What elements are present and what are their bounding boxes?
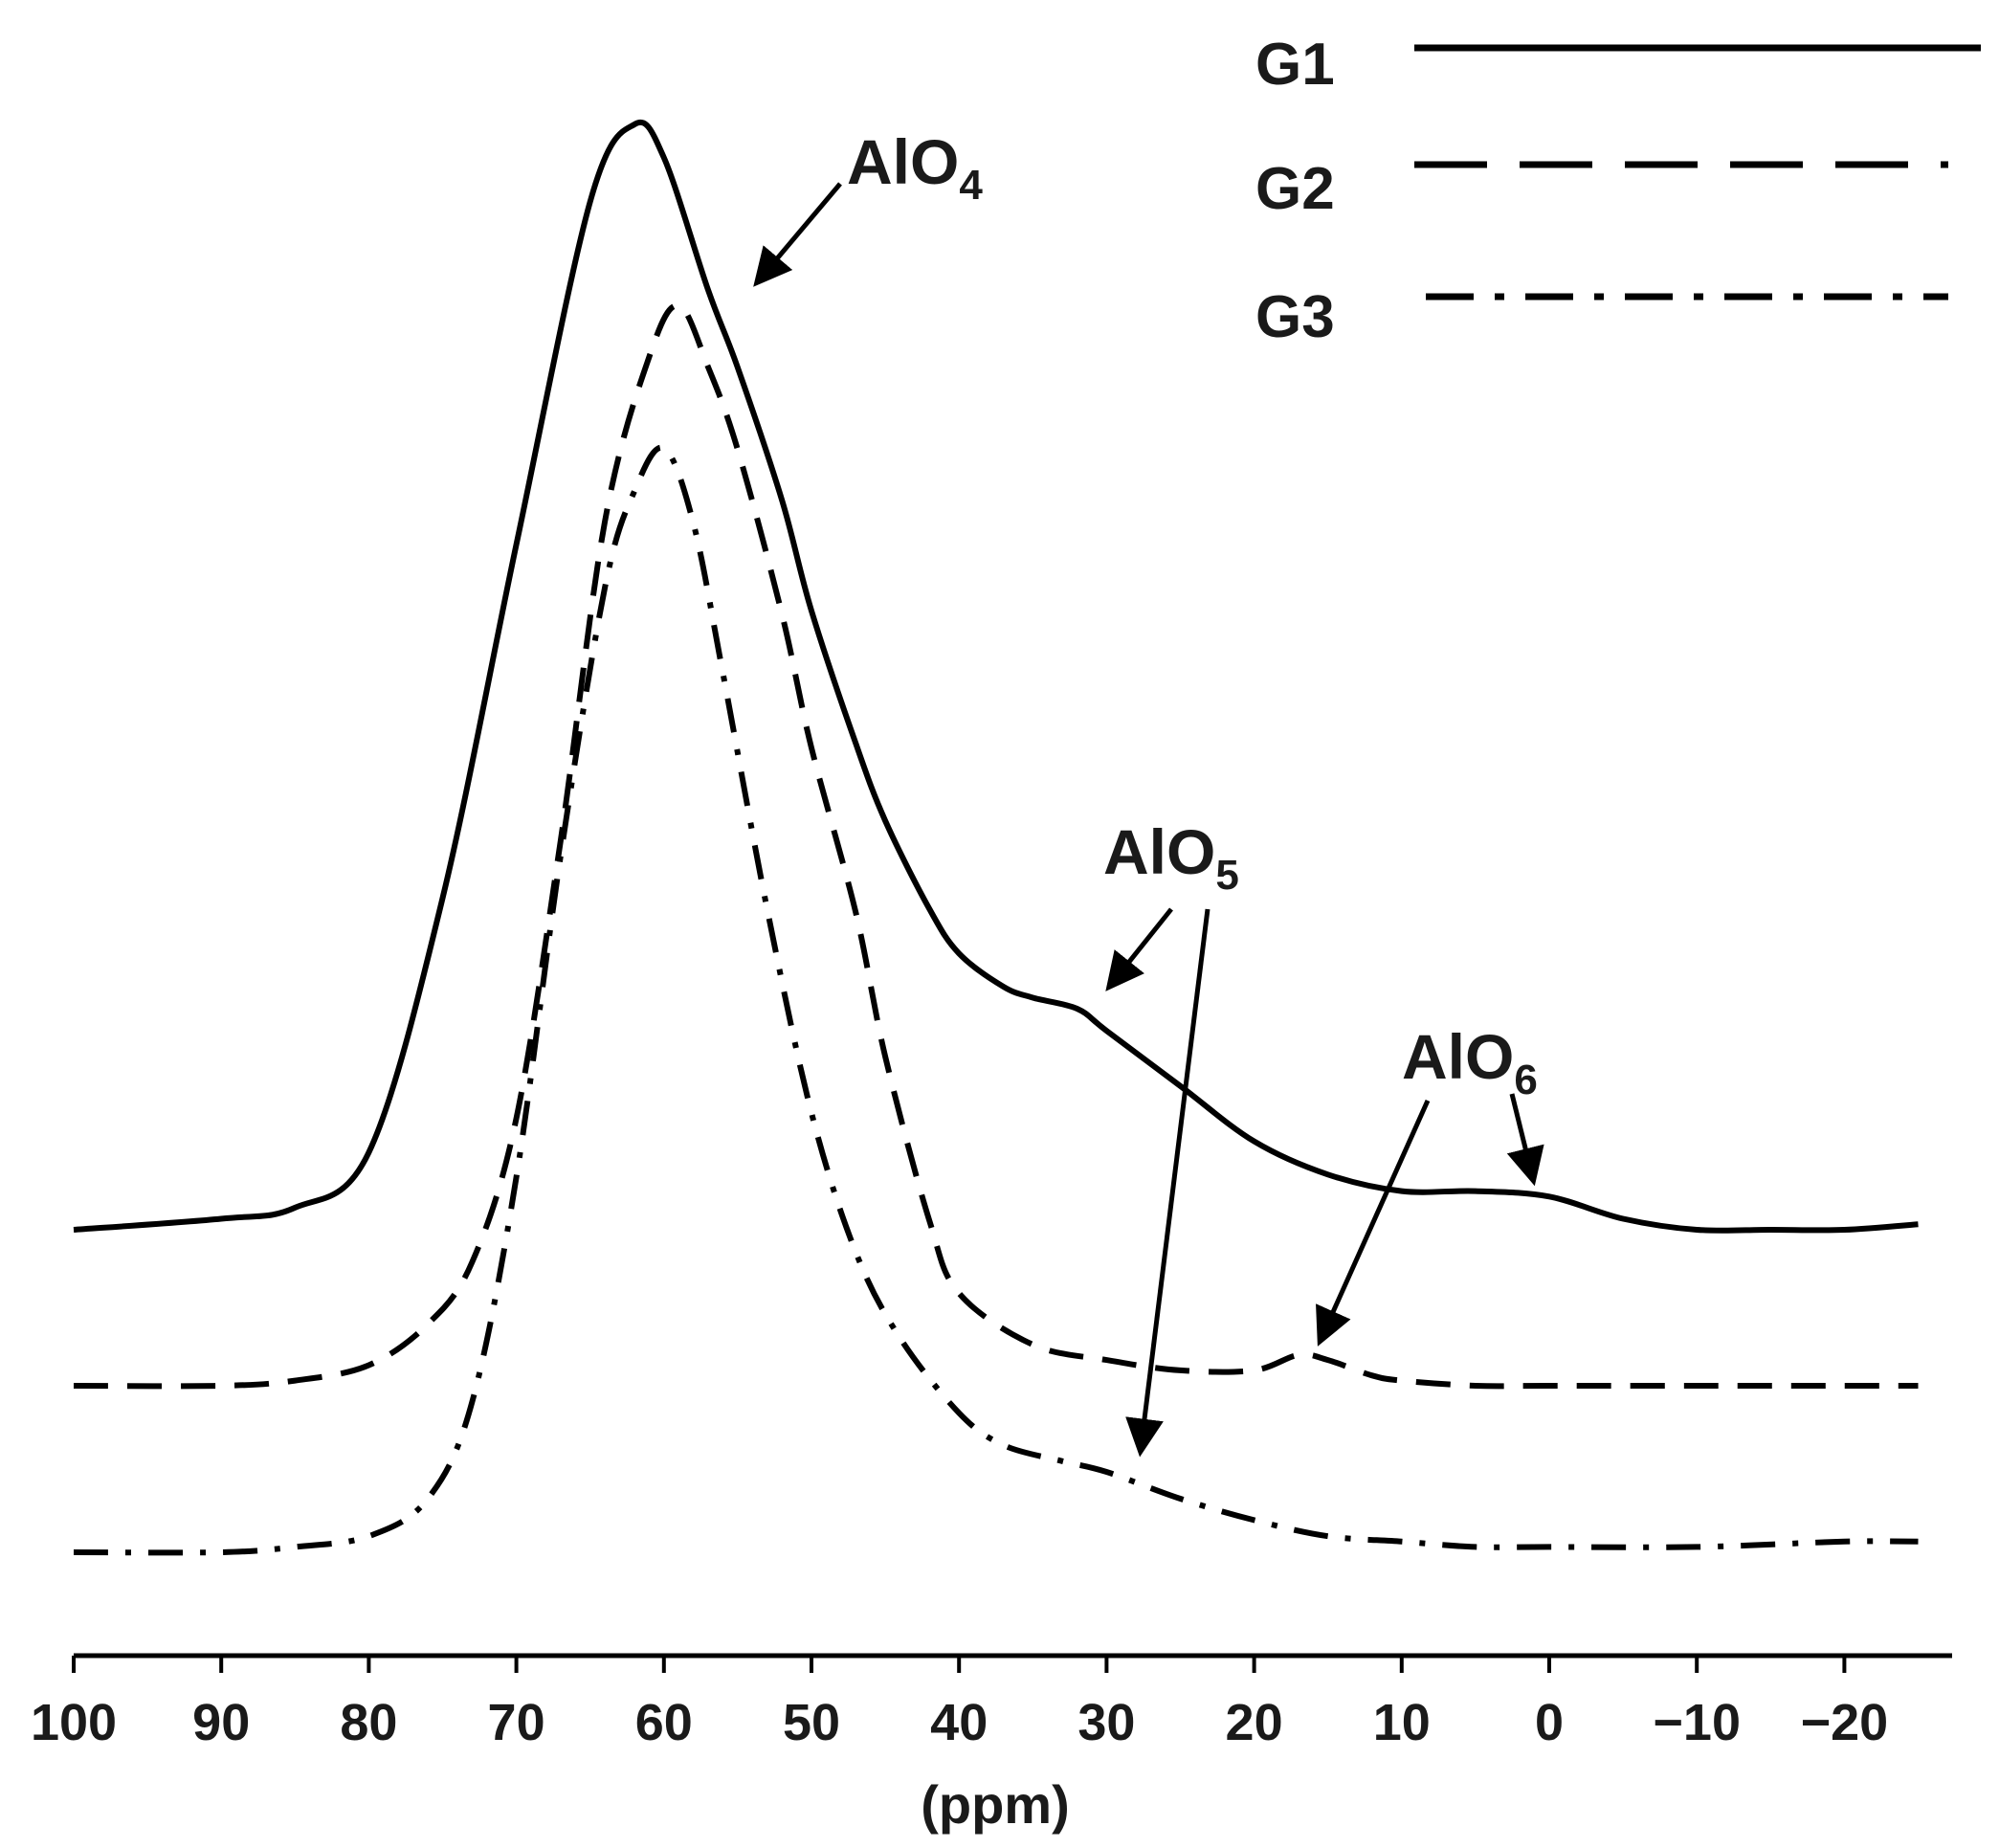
x-tick-label-6: 40 bbox=[930, 1694, 988, 1751]
x-tick-label-9: 10 bbox=[1373, 1694, 1431, 1751]
annotation-alo5-label: AlO5 bbox=[1103, 816, 1239, 899]
annotation-alo5: AlO5 bbox=[1103, 816, 1239, 1458]
x-tick-label-5: 50 bbox=[783, 1694, 840, 1751]
x-tick-label-12: −20 bbox=[1801, 1694, 1889, 1751]
annotation-alo5-arrow-g1 bbox=[1105, 907, 1173, 991]
x-axis-ticks bbox=[72, 1656, 1847, 1673]
x-tick-label-4: 60 bbox=[635, 1694, 693, 1751]
series-g2-curve bbox=[73, 302, 1919, 1390]
annotation-alo6-arrow-g1 bbox=[1506, 1093, 1544, 1187]
x-tick-label-7: 30 bbox=[1077, 1694, 1135, 1751]
annotation-alo4-arrow bbox=[753, 182, 842, 287]
legend: G1 G2 G3 bbox=[1255, 32, 1981, 350]
x-tick-label-10: 0 bbox=[1535, 1694, 1564, 1751]
legend-label-g3: G3 bbox=[1255, 284, 1335, 350]
x-tick-label-0: 100 bbox=[31, 1694, 117, 1751]
x-axis-tick-labels: 100 90 80 70 60 50 40 30 20 10 0 −10 −20 bbox=[31, 1694, 1888, 1751]
annotation-alo6: AlO6 bbox=[1316, 1021, 1544, 1347]
legend-label-g1: G1 bbox=[1255, 32, 1335, 98]
annotation-alo6-arrow-g2 bbox=[1316, 1099, 1431, 1347]
series-g3-curve bbox=[73, 444, 1919, 1556]
annotation-alo6-label: AlO6 bbox=[1402, 1021, 1538, 1103]
x-tick-label-11: −10 bbox=[1653, 1694, 1741, 1751]
annotation-alo4-label: AlO4 bbox=[847, 126, 983, 209]
annotation-alo5-arrow-g3 bbox=[1125, 908, 1211, 1458]
x-tick-label-1: 90 bbox=[192, 1694, 250, 1751]
x-tick-label-8: 20 bbox=[1226, 1694, 1283, 1751]
series-curves bbox=[73, 120, 1919, 1556]
annotation-alo4: AlO4 bbox=[753, 126, 983, 287]
legend-label-g2: G2 bbox=[1255, 156, 1335, 222]
x-tick-label-2: 80 bbox=[340, 1694, 397, 1751]
x-axis-title: (ppm) bbox=[921, 1774, 1070, 1835]
series-g1-curve bbox=[73, 120, 1919, 1234]
x-tick-label-3: 70 bbox=[488, 1694, 545, 1751]
